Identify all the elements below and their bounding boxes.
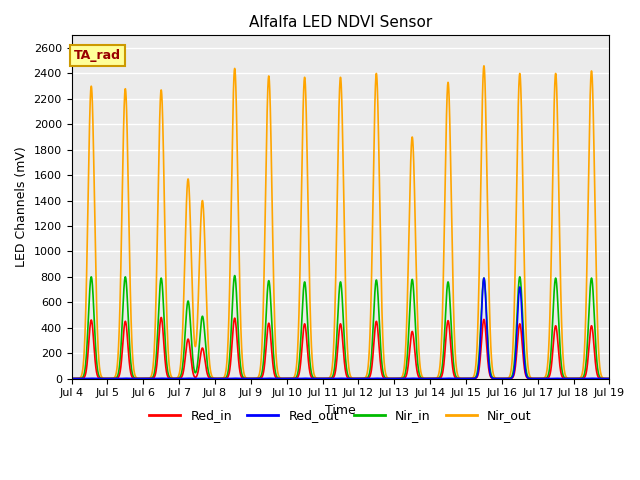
Title: Alfalfa LED NDVI Sensor: Alfalfa LED NDVI Sensor bbox=[249, 15, 432, 30]
Legend: Red_in, Red_out, Nir_in, Nir_out: Red_in, Red_out, Nir_in, Nir_out bbox=[144, 404, 537, 427]
Text: TA_rad: TA_rad bbox=[74, 49, 121, 62]
Y-axis label: LED Channels (mV): LED Channels (mV) bbox=[15, 146, 28, 267]
X-axis label: Time: Time bbox=[325, 404, 356, 417]
